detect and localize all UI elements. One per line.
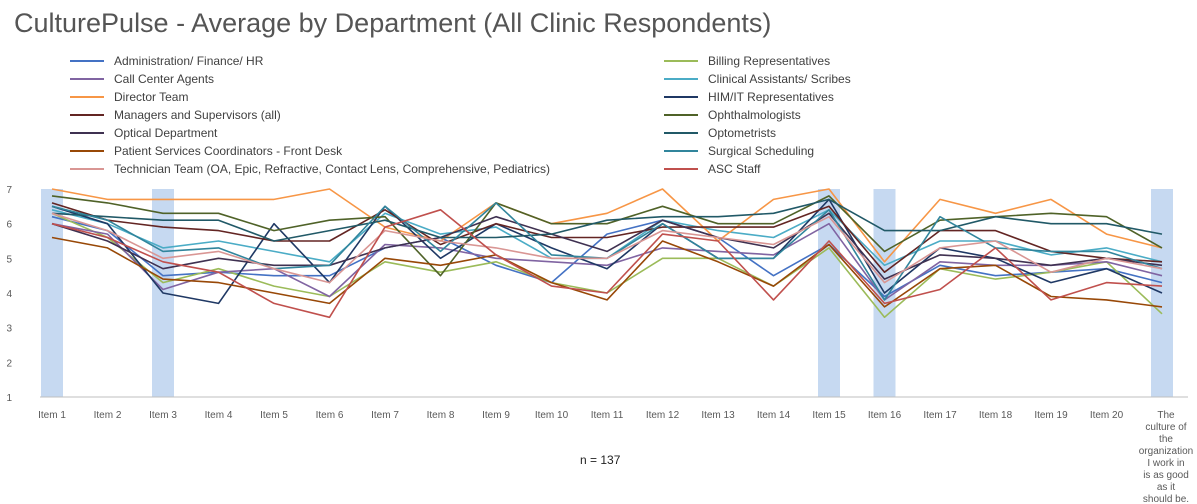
legend-label: Optometrists: [708, 126, 777, 140]
legend-swatch: [664, 168, 698, 170]
series-line-9: [51, 212, 1163, 280]
legend-item: ASC Staff: [664, 160, 760, 178]
legend-item: Call Center Agents: [70, 70, 214, 88]
legend-item: Billing Representatives: [664, 52, 830, 70]
legend-swatch: [664, 114, 698, 116]
legend-swatch: [70, 132, 104, 134]
series-line-5: [51, 188, 1163, 263]
legend-swatch: [70, 78, 104, 80]
x-tick-label: Item 15: [812, 410, 846, 421]
series-line-10: [51, 198, 1163, 242]
x-tick-label: Item 5: [260, 410, 288, 421]
legend-swatch: [70, 168, 104, 170]
legend-label: Director Team: [114, 90, 189, 104]
y-tick-label: 6: [6, 220, 12, 231]
x-tick-label: Item 14: [757, 410, 791, 421]
x-tick-label: Item 10: [535, 410, 569, 421]
legend-label: Administration/ Finance/ HR: [114, 54, 264, 68]
legend-label: ASC Staff: [708, 162, 761, 176]
x-tick-label: Item 20: [1090, 410, 1124, 421]
chart-legend: Administration/ Finance/ HR Billing Repre…: [70, 52, 970, 178]
legend-swatch: [70, 150, 104, 152]
legend-label: Technician Team (OA, Epic, Refractive, C…: [114, 162, 550, 176]
x-tick-label: Item 8: [427, 410, 455, 421]
series-line-7: [51, 202, 1163, 274]
legend-item: Director Team: [70, 88, 188, 106]
x-tick-label: Item 2: [94, 410, 122, 421]
legend-item: HIM/IT Representatives: [664, 88, 834, 106]
x-tick-label: The culture of the organization I work in is …: [1139, 410, 1193, 504]
legend-label: Ophthalmologists: [708, 108, 801, 122]
x-tick-label: Item 12: [646, 410, 680, 421]
series-line-3: [51, 222, 1163, 301]
legend-item: Administration/ Finance/ HR: [70, 52, 263, 70]
legend-label: Billing Representatives: [708, 54, 831, 68]
series-line-1: [51, 215, 1163, 298]
x-tick-label: Item 7: [371, 410, 399, 421]
legend-item: Technician Team (OA, Epic, Refractive, C…: [70, 160, 550, 178]
legend-label: Managers and Supervisors (all): [114, 108, 281, 122]
legend-swatch: [664, 132, 698, 134]
legend-swatch: [664, 78, 698, 80]
legend-label: Surgical Scheduling: [708, 144, 815, 158]
series-line-13: [51, 212, 1163, 284]
legend-item: Ophthalmologists: [664, 106, 801, 124]
sample-size-note: n = 137: [580, 453, 621, 467]
legend-item: Surgical Scheduling: [664, 142, 814, 160]
y-tick-label: 2: [6, 358, 12, 369]
x-tick-label: Item 11: [591, 410, 624, 421]
legend-label: Clinical Assistants/ Scribes: [708, 72, 851, 86]
legend-item: Clinical Assistants/ Scribes: [664, 70, 851, 88]
x-tick-label: Item 13: [701, 410, 735, 421]
y-tick-label: 7: [6, 185, 12, 196]
series-line-11: [51, 236, 1163, 308]
series-line-14: [51, 209, 1163, 319]
y-tick-label: 5: [6, 254, 12, 265]
x-tick-label: Item 1: [38, 410, 66, 421]
x-tick-label: Item 17: [923, 410, 957, 421]
legend-label: Patient Services Coordinators - Front De…: [114, 144, 343, 158]
legend-item: Optical Department: [70, 124, 217, 142]
chart-title: CulturePulse - Average by Department (Al…: [14, 8, 772, 38]
legend-item: Managers and Supervisors (all): [70, 106, 281, 124]
legend-label: Optical Department: [114, 126, 218, 140]
legend-label: HIM/IT Representatives: [708, 90, 834, 104]
x-tick-label: Item 16: [868, 410, 902, 421]
x-tick-label: Item 6: [316, 410, 344, 421]
legend-swatch: [70, 114, 104, 116]
legend-swatch: [664, 150, 698, 152]
y-tick-label: 3: [6, 324, 12, 335]
legend-item: Optometrists: [664, 124, 776, 142]
x-tick-label: Item 4: [205, 410, 233, 421]
legend-label: Call Center Agents: [114, 72, 215, 86]
series-line-6: [51, 198, 1163, 305]
highlight-band: [818, 189, 840, 397]
y-tick-label: 1: [6, 393, 12, 404]
legend-swatch: [70, 60, 104, 62]
legend-swatch: [664, 96, 698, 98]
y-tick-label: 4: [6, 289, 12, 300]
legend-swatch: [664, 60, 698, 62]
legend-swatch: [70, 96, 104, 98]
x-tick-label: Item 19: [1034, 410, 1068, 421]
highlight-band: [41, 189, 63, 397]
x-tick-label: Item 18: [979, 410, 1013, 421]
legend-item: Patient Services Coordinators - Front De…: [70, 142, 342, 160]
x-tick-label: Item 9: [482, 410, 510, 421]
series-line-8: [51, 195, 1163, 277]
x-tick-label: Item 3: [149, 410, 177, 421]
